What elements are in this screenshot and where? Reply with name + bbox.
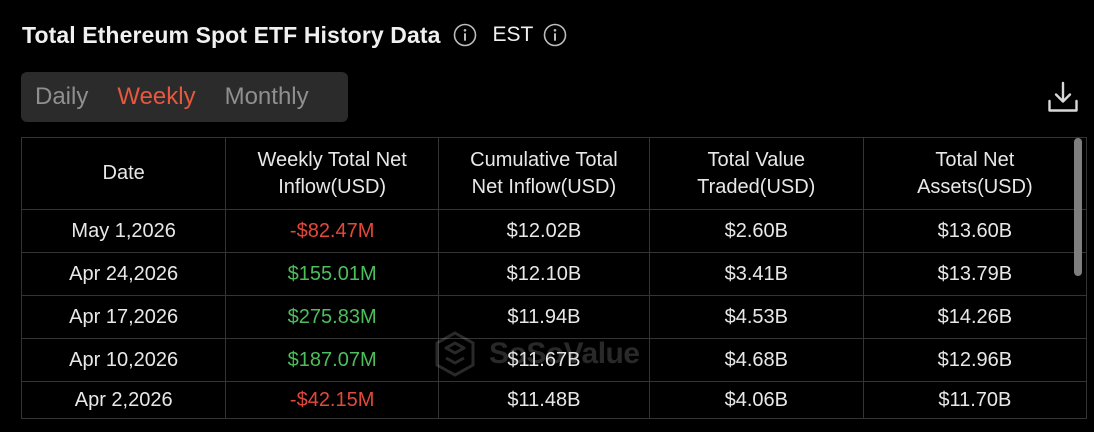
header-total-value-traded[interactable]: Total Value Traded(USD) — [648, 137, 864, 210]
cell-weekly-net-inflow: $155.01M — [225, 252, 439, 296]
header-date[interactable]: Date — [20, 137, 227, 210]
cell-total-net-assets: $13.79B — [862, 252, 1088, 296]
table-header-row: Date Weekly Total Net Inflow(USD) Cumulat… — [20, 137, 1088, 210]
page-title: Total Ethereum Spot ETF History Data — [22, 21, 441, 48]
etf-history-table: Date Weekly Total Net Inflow(USD) Cumulat… — [20, 137, 1088, 419]
cell-weekly-net-inflow: $275.83M — [225, 295, 439, 339]
table-row: Apr 17,2026 $275.83M $11.94B $4.53B $14.… — [20, 295, 1088, 339]
cell-total-value-traded: $4.06B — [648, 381, 864, 419]
header-weekly-net-inflow[interactable]: Weekly Total Net Inflow(USD) — [225, 137, 439, 210]
cell-date: Apr 10,2026 — [20, 338, 227, 382]
cell-date: Apr 2,2026 — [20, 381, 227, 419]
vertical-scrollbar[interactable] — [1074, 138, 1082, 276]
cell-total-net-assets: $14.26B — [862, 295, 1088, 339]
cell-total-value-traded: $4.68B — [648, 338, 864, 382]
table-row: Apr 2,2026 -$42.15M $11.48B $4.06B $11.7… — [20, 381, 1088, 419]
cell-cumulative-net-inflow: $11.48B — [437, 381, 650, 419]
cell-total-net-assets: $11.70B — [862, 381, 1088, 419]
download-icon[interactable] — [1046, 80, 1080, 114]
cell-weekly-net-inflow: $187.07M — [225, 338, 439, 382]
table-row: May 1,2026 -$82.47M $12.02B $2.60B $13.6… — [20, 209, 1088, 253]
cell-date: Apr 17,2026 — [20, 295, 227, 339]
table-row: Apr 10,2026 $187.07M $11.67B $4.68B $12.… — [20, 338, 1088, 382]
header-total-net-assets[interactable]: Total Net Assets(USD) — [862, 137, 1088, 210]
cell-total-value-traded: $4.53B — [648, 295, 864, 339]
tab-monthly[interactable]: Monthly — [224, 83, 309, 110]
cell-cumulative-net-inflow: $12.10B — [437, 252, 650, 296]
tab-daily[interactable]: Daily — [35, 83, 89, 110]
cell-total-value-traded: $2.60B — [648, 209, 864, 253]
header-cumulative-net-inflow[interactable]: Cumulative Total Net Inflow(USD) — [437, 137, 650, 210]
cell-total-value-traded: $3.41B — [648, 252, 864, 296]
timezone-label: EST — [492, 23, 534, 46]
info-icon[interactable] — [453, 23, 477, 47]
cell-cumulative-net-inflow: $11.94B — [437, 295, 650, 339]
table-row: Apr 24,2026 $155.01M $12.10B $3.41B $13.… — [20, 252, 1088, 296]
cell-cumulative-net-inflow: $11.67B — [437, 338, 650, 382]
cell-date: May 1,2026 — [20, 209, 227, 253]
period-tabs: Daily Weekly Monthly — [21, 72, 348, 122]
timezone-info-icon[interactable] — [543, 23, 567, 47]
cell-date: Apr 24,2026 — [20, 252, 227, 296]
cell-cumulative-net-inflow: $12.02B — [437, 209, 650, 253]
title-row: Total Ethereum Spot ETF History Data EST — [22, 18, 567, 52]
cell-total-net-assets: $12.96B — [862, 338, 1088, 382]
tab-weekly[interactable]: Weekly — [117, 83, 196, 110]
cell-total-net-assets: $13.60B — [862, 209, 1088, 253]
cell-weekly-net-inflow: -$82.47M — [225, 209, 439, 253]
cell-weekly-net-inflow: -$42.15M — [225, 381, 439, 419]
